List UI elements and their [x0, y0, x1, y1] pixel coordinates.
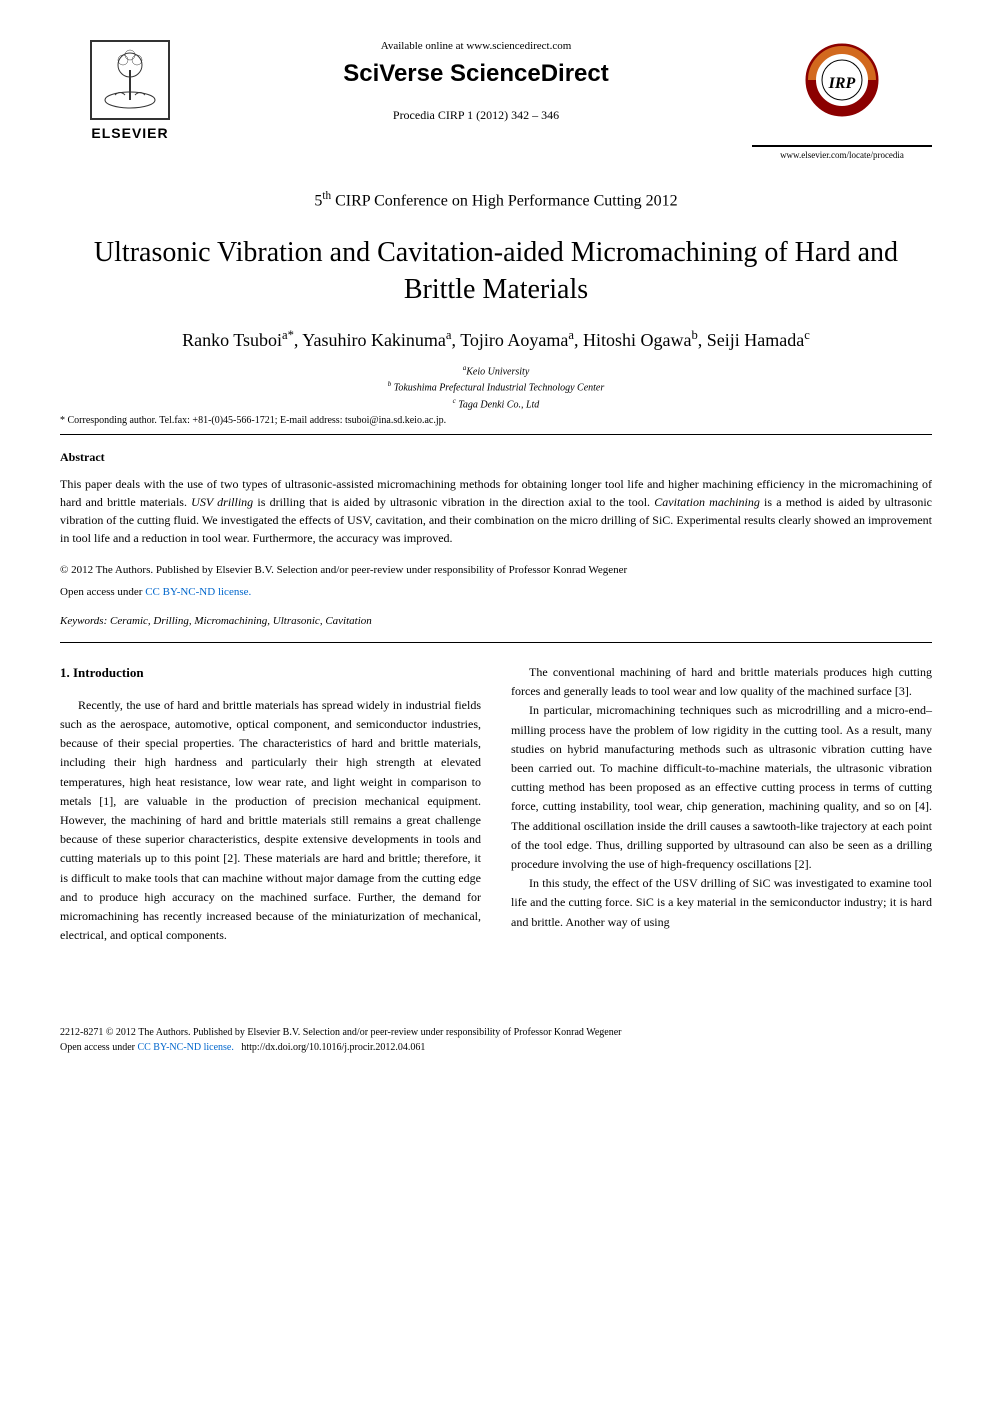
license-prefix: Open access under — [60, 586, 145, 598]
corresponding-author: * Corresponding author. Tel.fax: +81-(0)… — [60, 415, 932, 426]
intro-paragraph-2: The conventional machining of hard and b… — [511, 663, 932, 701]
footer-copyright: 2212-8271 © 2012 The Authors. Published … — [60, 1025, 932, 1040]
abstract-heading: Abstract — [60, 450, 932, 465]
copyright-text: © 2012 The Authors. Published by Elsevie… — [60, 562, 932, 579]
intro-paragraph-1: Recently, the use of hard and brittle ma… — [60, 696, 481, 945]
license-link[interactable]: CC BY-NC-ND license. — [145, 586, 251, 598]
keywords-line: Keywords: Ceramic, Drilling, Micromachin… — [60, 615, 932, 627]
page-footer: 2212-8271 © 2012 The Authors. Published … — [60, 1025, 932, 1055]
footer-license-prefix: Open access under — [60, 1042, 137, 1053]
procedia-citation: Procedia CIRP 1 (2012) 342 – 346 — [220, 108, 732, 123]
intro-paragraph-4: In this study, the effect of the USV dri… — [511, 874, 932, 932]
authors-list: Ranko Tsuboia*, Yasuhiro Kakinumaa, Toji… — [60, 328, 932, 351]
affiliations: aKeio University b Tokushima Prefectural… — [60, 363, 932, 412]
sciverse-title: SciVerse ScienceDirect — [220, 60, 732, 88]
affiliation-a: aKeio University — [60, 363, 932, 379]
page-header: ELSEVIER Available online at www.science… — [60, 40, 932, 160]
svg-text:IRP: IRP — [828, 75, 856, 92]
license-line: Open access under CC BY-NC-ND license. — [60, 584, 932, 601]
divider-line — [60, 434, 932, 435]
conference-title: 5th CIRP Conference on High Performance … — [60, 190, 932, 210]
abstract-text: This paper deals with the use of two typ… — [60, 475, 932, 547]
keywords-values: Ceramic, Drilling, Micromachining, Ultra… — [107, 615, 372, 627]
elsevier-label: ELSEVIER — [91, 125, 168, 141]
paper-title: Ultrasonic Vibration and Cavitation-aide… — [60, 235, 932, 308]
available-online-text: Available online at www.sciencedirect.co… — [220, 40, 732, 52]
intro-paragraph-3: In particular, micromachining techniques… — [511, 701, 932, 874]
cirp-logo-icon: IRP — [792, 40, 892, 140]
footer-doi: http://dx.doi.org/10.1016/j.procir.2012.… — [241, 1042, 425, 1053]
affiliation-b: b Tokushima Prefectural Industrial Techn… — [60, 379, 932, 395]
footer-license-line: Open access under CC BY-NC-ND license. h… — [60, 1040, 932, 1055]
elsevier-tree-icon — [90, 40, 170, 120]
right-column: The conventional machining of hard and b… — [511, 663, 932, 945]
header-center: Available online at www.sciencedirect.co… — [200, 40, 752, 123]
journal-url: www.elsevier.com/locate/procedia — [752, 145, 932, 160]
section-1-heading: 1. Introduction — [60, 663, 481, 684]
elsevier-logo-block: ELSEVIER — [60, 40, 200, 141]
cirp-logo-block: IRP www.elsevier.com/locate/procedia — [752, 40, 932, 160]
footer-license-link[interactable]: CC BY-NC-ND license. — [137, 1042, 233, 1053]
body-columns: 1. Introduction Recently, the use of har… — [60, 663, 932, 945]
left-column: 1. Introduction Recently, the use of har… — [60, 663, 481, 945]
affiliation-c: c Taga Denki Co., Ltd — [60, 396, 932, 412]
keywords-label: Keywords: — [60, 615, 107, 627]
divider-line-2 — [60, 642, 932, 643]
